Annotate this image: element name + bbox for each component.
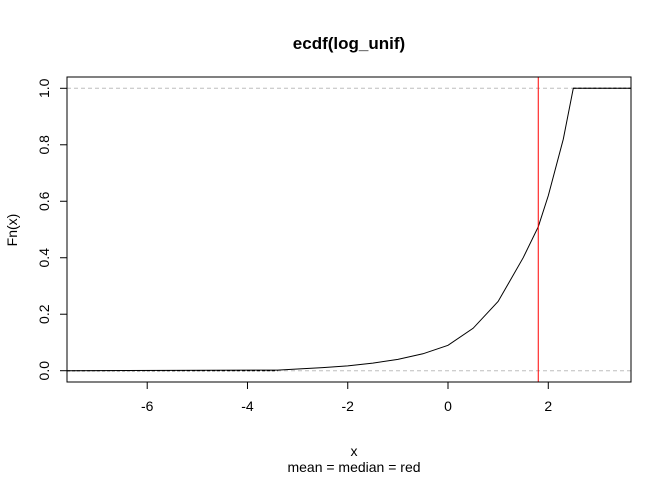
x-axis-label: x	[351, 443, 358, 459]
ecdf-line	[66, 87, 631, 372]
x-tick-label: -6	[141, 398, 154, 414]
x-tick-label: 0	[444, 398, 452, 414]
chart-title: ecdf(log_unif)	[293, 34, 405, 53]
chart-subtitle: mean = median = red	[287, 459, 420, 475]
y-tick-label: 1.0	[36, 78, 52, 98]
y-tick-label: 0.4	[36, 248, 52, 268]
x-tick-label: -4	[241, 398, 254, 414]
y-axis-label: Fn(x)	[4, 214, 20, 247]
x-tick-label: 2	[544, 398, 552, 414]
y-tick-label: 0.2	[36, 304, 52, 324]
y-tick-label: 0.6	[36, 191, 52, 211]
x-tick-label: -2	[342, 398, 355, 414]
y-tick-label: 0.0	[36, 361, 52, 381]
plot-frame	[66, 76, 632, 383]
y-tick-label: 0.8	[36, 135, 52, 155]
